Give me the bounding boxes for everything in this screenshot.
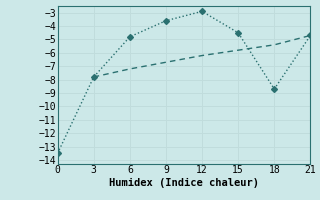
X-axis label: Humidex (Indice chaleur): Humidex (Indice chaleur)	[109, 178, 259, 188]
